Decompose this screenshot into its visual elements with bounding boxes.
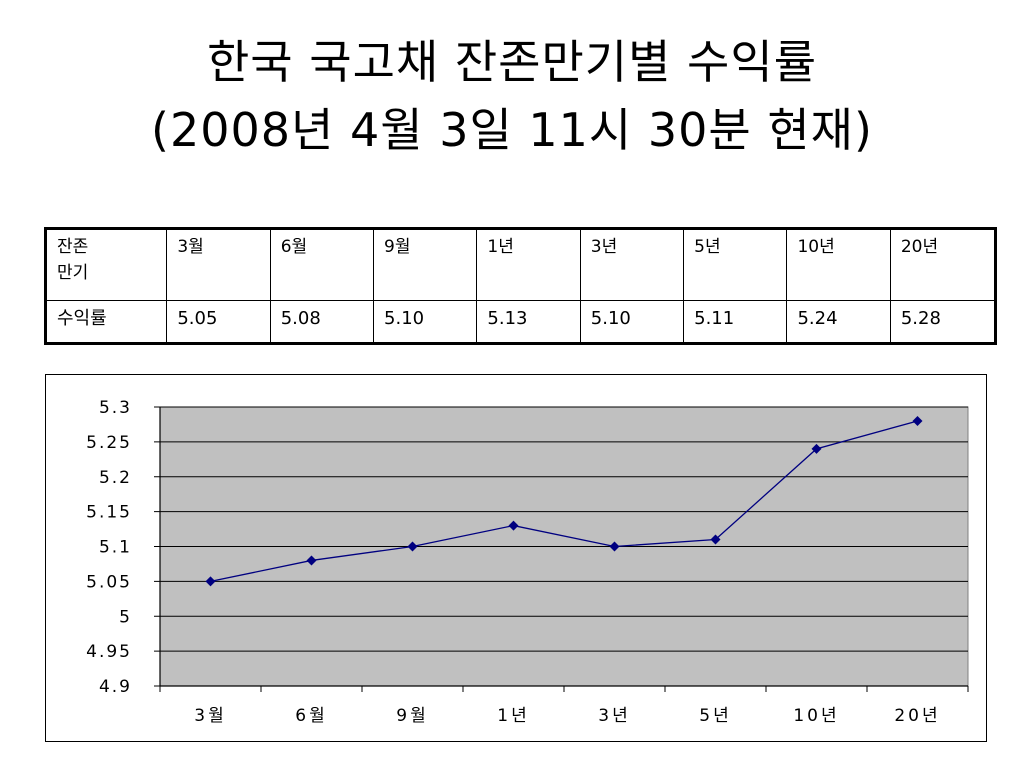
data-point-marker — [710, 534, 721, 545]
title-line-2: (2008년 4월 3일 11시 30분 현재) — [151, 103, 873, 157]
data-point-marker — [912, 415, 923, 426]
data-point-marker — [205, 576, 216, 587]
header-line-1: 잔존 — [57, 237, 89, 257]
x-tick-label: 1년 — [497, 706, 529, 726]
data-point-marker — [609, 541, 620, 552]
yield-cell: 5.11 — [683, 300, 788, 344]
title-line-1: 한국 국고채 잔존만기별 수익률 — [206, 35, 818, 89]
x-tick-label: 3월 — [194, 706, 226, 726]
x-tick-label: 3년 — [598, 706, 630, 726]
y-tick-label: 5.3 — [99, 398, 132, 418]
y-tick-label: 5.05 — [86, 572, 132, 592]
maturity-cell: 6월 — [269, 228, 375, 301]
series-line — [210, 420, 918, 583]
header-line-2: 만기 — [57, 263, 89, 283]
yield-cell: 5.28 — [889, 300, 997, 344]
data-point-marker — [306, 555, 317, 566]
x-tick-label: 9월 — [396, 706, 428, 726]
y-tick-label: 5.1 — [99, 538, 132, 558]
yield-cell: 5.08 — [269, 300, 375, 344]
yield-cell: 5.10 — [579, 300, 685, 344]
maturity-cell: 3년 — [579, 228, 685, 301]
y-tick-label: 5.25 — [86, 433, 132, 453]
yield-cell: 5.10 — [373, 300, 478, 344]
yield-cell: 5.13 — [476, 300, 581, 344]
y-tick-label: 5 — [119, 607, 132, 627]
maturity-cell: 10년 — [786, 228, 891, 301]
y-tick-label: 4.95 — [86, 642, 132, 662]
x-tick-label: 6월 — [295, 706, 327, 726]
x-tick-label: 20년 — [894, 706, 940, 726]
x-tick-label: 10년 — [793, 706, 839, 726]
table-row-yield: 수익률 5.05 5.08 5.10 5.13 5.10 5.11 5.24 5… — [44, 300, 997, 344]
yield-cell: 5.24 — [786, 300, 891, 344]
maturity-cell: 1년 — [476, 228, 581, 301]
maturity-cell: 9월 — [373, 228, 478, 301]
maturity-cell: 5년 — [683, 228, 788, 301]
x-tick-label: 5년 — [699, 706, 731, 726]
data-point-marker — [508, 520, 519, 531]
maturity-cell: 20년 — [889, 228, 997, 301]
yield-cell: 5.05 — [166, 300, 271, 344]
data-point-marker — [407, 541, 418, 552]
data-point-marker — [811, 443, 822, 454]
yield-chart: 5.3 5.25 5.2 5.15 5.1 5.05 5 4.95 4.9 3월 6월 9월 1년 3년 5… — [45, 374, 987, 742]
yield-line-chart: 5.3 5.25 5.2 5.15 5.1 5.05 5 4.95 4.9 3월 6월 9월 1년 3년 5… — [86, 398, 969, 726]
y-tick-label: 5.2 — [99, 468, 132, 488]
slide-title: 한국 국고채 잔존만기별 수익률 (2008년 4월 3일 11시 30분 현재… — [0, 28, 1024, 164]
maturity-cell: 3월 — [166, 228, 271, 301]
y-tick-label: 5.15 — [86, 503, 132, 523]
table-header-yield: 수익률 — [44, 300, 168, 344]
y-tick-label: 4.9 — [99, 677, 132, 697]
